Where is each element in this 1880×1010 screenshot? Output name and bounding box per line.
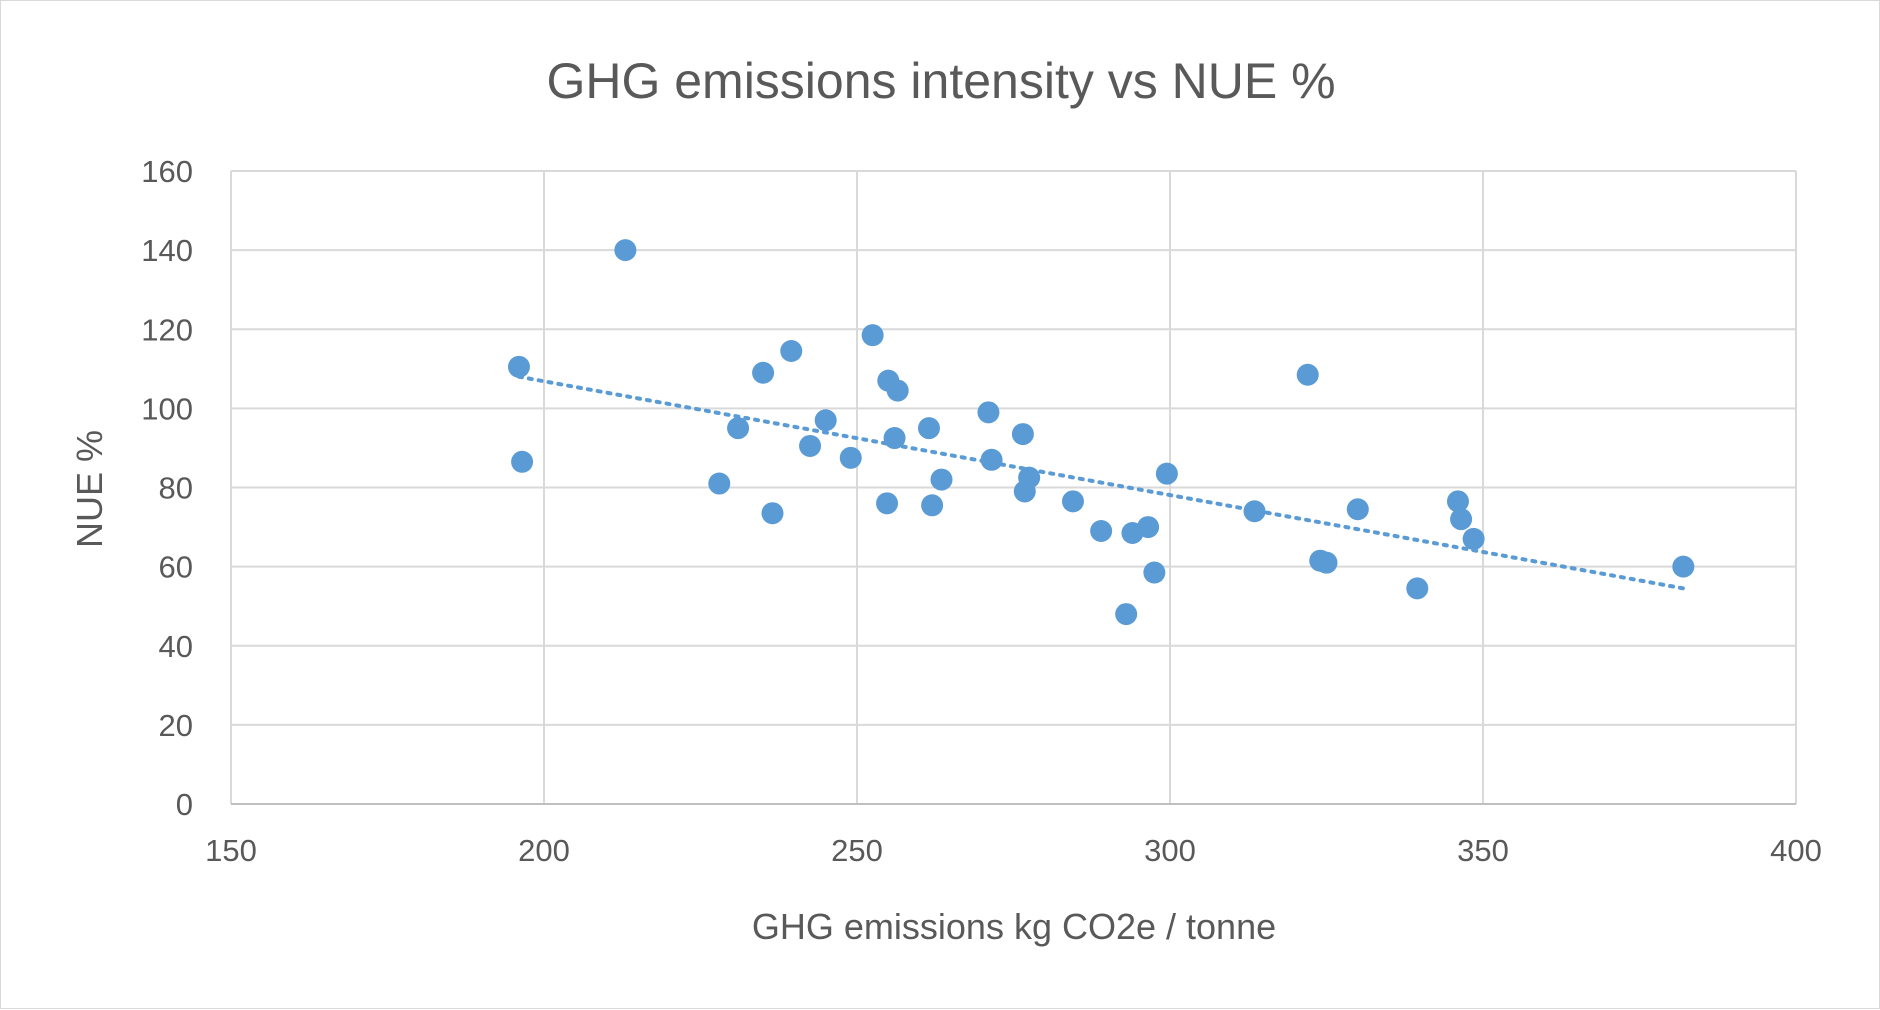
data-point bbox=[917, 417, 940, 440]
data-point bbox=[1243, 500, 1266, 523]
y-tick-label: 60 bbox=[159, 550, 193, 585]
data-point bbox=[1018, 466, 1041, 489]
data-point bbox=[1672, 555, 1695, 578]
data-point bbox=[799, 434, 822, 457]
y-tick-label: 100 bbox=[141, 391, 193, 426]
data-point bbox=[930, 468, 953, 491]
data-point bbox=[883, 427, 906, 450]
x-axis-label: GHG emissions kg CO2e / tonne bbox=[752, 906, 1276, 947]
data-point bbox=[1315, 551, 1338, 574]
data-point bbox=[1406, 577, 1429, 600]
data-point bbox=[708, 472, 731, 495]
data-point bbox=[977, 401, 1000, 424]
data-point bbox=[839, 446, 862, 469]
data-point bbox=[921, 494, 944, 517]
data-point bbox=[761, 502, 784, 525]
data-point bbox=[1115, 603, 1138, 626]
data-points bbox=[507, 239, 1695, 626]
y-axis-label: NUE % bbox=[69, 430, 110, 548]
data-point bbox=[507, 355, 530, 378]
data-point bbox=[614, 239, 637, 262]
y-tick-label: 20 bbox=[159, 708, 193, 743]
trendline bbox=[516, 374, 1686, 591]
y-tick-label: 40 bbox=[159, 629, 193, 664]
x-tick-label: 200 bbox=[518, 833, 570, 868]
data-point bbox=[1011, 423, 1034, 446]
gridlines bbox=[230, 170, 1797, 804]
y-tick-label: 0 bbox=[176, 787, 193, 822]
data-point bbox=[1450, 508, 1473, 531]
data-point bbox=[1061, 490, 1084, 513]
x-tick-label: 150 bbox=[205, 833, 257, 868]
data-point bbox=[1346, 498, 1369, 521]
data-point bbox=[876, 492, 899, 515]
data-point bbox=[1143, 561, 1166, 584]
data-point bbox=[752, 361, 775, 384]
data-point bbox=[1462, 527, 1485, 550]
data-point bbox=[727, 417, 750, 440]
data-point bbox=[1446, 490, 1469, 513]
y-tick-labels: 0 20 40 60 80 100 120 140 160 bbox=[141, 154, 193, 822]
x-tick-labels: 150 200 250 300 350 400 bbox=[205, 833, 1822, 868]
data-point bbox=[511, 450, 534, 473]
data-point bbox=[1137, 516, 1160, 539]
x-tick-label: 300 bbox=[1144, 833, 1196, 868]
chart-title: GHG emissions intensity vs NUE % bbox=[546, 53, 1335, 109]
x-tick-label: 250 bbox=[831, 833, 883, 868]
data-point bbox=[980, 448, 1003, 471]
y-tick-label: 140 bbox=[141, 233, 193, 268]
data-point bbox=[1090, 520, 1113, 543]
y-tick-label: 120 bbox=[141, 312, 193, 347]
x-tick-label: 400 bbox=[1770, 833, 1822, 868]
y-tick-label: 80 bbox=[159, 471, 193, 506]
x-tick-label: 350 bbox=[1457, 833, 1509, 868]
data-point bbox=[1155, 462, 1178, 485]
data-point bbox=[814, 409, 837, 432]
data-point bbox=[1296, 363, 1319, 386]
data-point bbox=[861, 324, 884, 347]
data-point bbox=[780, 340, 803, 363]
trendline-layer bbox=[516, 374, 1686, 591]
data-point bbox=[886, 379, 909, 402]
y-tick-label: 160 bbox=[141, 154, 193, 189]
